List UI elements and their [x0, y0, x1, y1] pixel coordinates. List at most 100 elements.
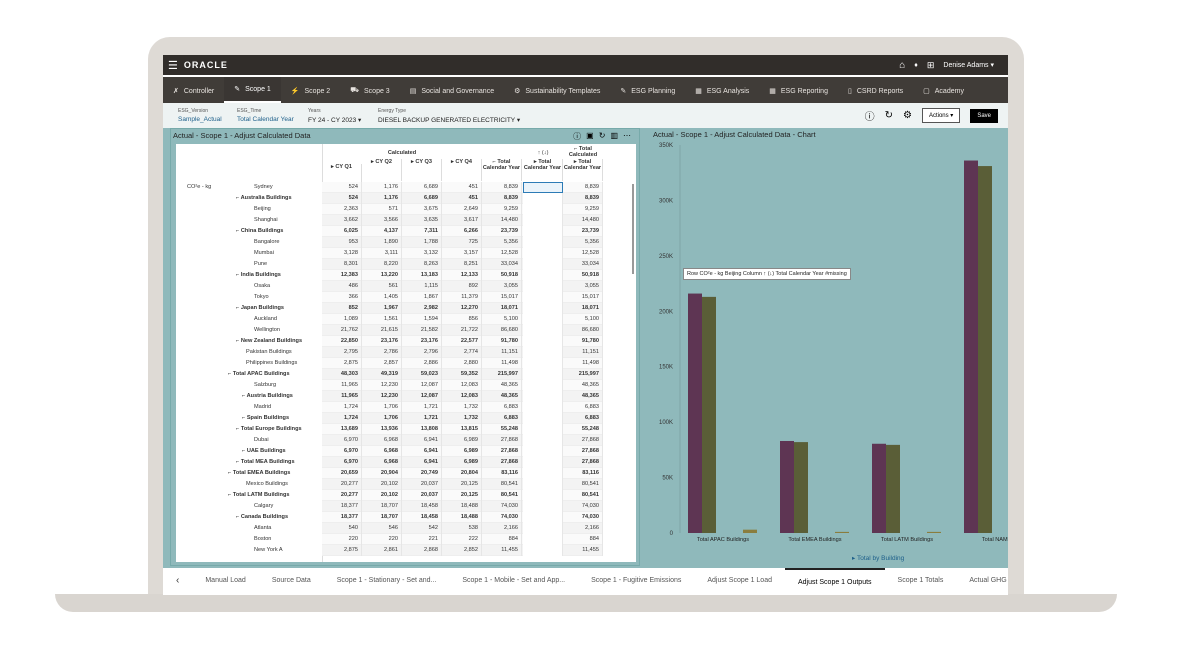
data-cell[interactable]: 6,266 [442, 226, 482, 237]
data-cell[interactable] [523, 336, 563, 347]
data-cell[interactable]: 856 [442, 314, 482, 325]
data-cell[interactable]: 21,762 [322, 325, 362, 336]
data-cell[interactable]: 12,383 [322, 270, 362, 281]
data-cell[interactable] [523, 237, 563, 248]
user-menu[interactable]: Denise Adams ▾ [943, 62, 994, 69]
data-cell[interactable] [523, 501, 563, 512]
data-cell[interactable]: 540 [322, 523, 362, 534]
data-cell[interactable]: 11,965 [322, 391, 362, 402]
row-member[interactable]: ⌐ Austria Buildings [242, 393, 293, 399]
row-member[interactable]: Osaka [254, 283, 271, 289]
data-cell[interactable]: 23,176 [362, 336, 402, 347]
row-member[interactable]: ⌐ Total APAC Buildings [228, 371, 290, 377]
data-cell[interactable]: 1,561 [362, 314, 402, 325]
data-cell[interactable]: 20,125 [442, 479, 482, 490]
data-cell[interactable] [523, 512, 563, 523]
data-cell[interactable]: 12,087 [402, 391, 442, 402]
data-cell[interactable]: 220 [362, 534, 402, 545]
data-cell[interactable]: 524 [322, 182, 362, 193]
data-cell[interactable]: 1,176 [362, 182, 402, 193]
data-cell[interactable]: 1,890 [362, 237, 402, 248]
data-cell[interactable]: 18,707 [362, 501, 402, 512]
data-cell[interactable]: 8,251 [442, 259, 482, 270]
data-cell[interactable] [523, 347, 563, 358]
data-cell[interactable]: 91,780 [482, 336, 522, 347]
home-icon[interactable]: ⌂ [899, 59, 906, 71]
data-cell[interactable]: 2,886 [402, 358, 442, 369]
data-cell[interactable]: 9,259 [563, 204, 603, 215]
data-cell[interactable] [523, 270, 563, 281]
data-cell[interactable]: 1,732 [442, 413, 482, 424]
data-cell[interactable]: 2,796 [402, 347, 442, 358]
pov-esg_version[interactable]: ESG_Version Sample_Actual [178, 108, 222, 123]
nav-tab-controller[interactable]: ✗ Controller [163, 77, 224, 103]
save-icon[interactable]: ▣ [586, 131, 594, 140]
data-cell[interactable]: 2,795 [322, 347, 362, 358]
data-cell[interactable]: 49,319 [362, 369, 402, 380]
data-cell[interactable]: 451 [442, 193, 482, 204]
row-member[interactable]: Shanghai [254, 217, 278, 223]
data-cell[interactable]: 50,918 [482, 270, 522, 281]
data-cell[interactable]: 6,941 [402, 457, 442, 468]
row-member[interactable]: Auckland [254, 316, 278, 322]
data-cell[interactable]: 3,617 [442, 215, 482, 226]
data-cell[interactable]: 14,480 [563, 215, 603, 226]
data-cell[interactable]: 1,721 [402, 413, 442, 424]
data-cell[interactable] [523, 457, 563, 468]
column-header[interactable]: ▸ CY Q2 [362, 159, 402, 181]
data-cell[interactable]: 18,488 [442, 501, 482, 512]
data-cell[interactable]: 4,137 [362, 226, 402, 237]
data-cell[interactable]: 2,868 [402, 545, 442, 556]
data-cell[interactable]: 12,083 [442, 380, 482, 391]
column-header[interactable]: ▸ Total Calendar Year [523, 159, 563, 181]
data-cell[interactable]: 23,739 [482, 226, 522, 237]
data-cell[interactable] [523, 545, 563, 556]
row-member[interactable]: New York A [254, 547, 283, 553]
bar-2-0[interactable] [872, 443, 886, 533]
data-cell[interactable]: 542 [402, 523, 442, 534]
info-icon[interactable]: ⓘ [573, 132, 582, 141]
data-cell[interactable]: 74,030 [482, 512, 522, 523]
data-cell[interactable]: 21,722 [442, 325, 482, 336]
data-cell[interactable]: 220 [322, 534, 362, 545]
data-cell[interactable]: 23,739 [563, 226, 603, 237]
data-cell[interactable]: 1,594 [402, 314, 442, 325]
data-cell[interactable]: 48,365 [563, 391, 603, 402]
data-cell[interactable]: 6,941 [402, 435, 442, 446]
data-cell[interactable] [523, 468, 563, 479]
microphone-icon[interactable]: ♦ [914, 61, 918, 69]
row-member[interactable]: ⌐ Australia Buildings [236, 195, 292, 201]
bar-1-1[interactable] [794, 442, 808, 533]
data-cell[interactable]: 8,301 [322, 259, 362, 270]
data-cell[interactable]: 1,724 [322, 402, 362, 413]
data-cell[interactable]: 11,151 [563, 347, 603, 358]
column-header[interactable]: ▸ CY Q4 [442, 159, 482, 181]
data-cell[interactable]: 222 [442, 534, 482, 545]
data-cell[interactable]: 3,055 [482, 281, 522, 292]
row-member[interactable]: Sydney [254, 184, 273, 190]
bottom-tab[interactable]: Manual Load [205, 577, 246, 584]
data-cell[interactable] [523, 292, 563, 303]
data-cell[interactable]: 6,025 [322, 226, 362, 237]
data-cell[interactable] [523, 314, 563, 325]
data-cell[interactable]: 6,883 [482, 413, 522, 424]
data-cell[interactable]: 27,868 [482, 435, 522, 446]
row-member[interactable]: ⌐ Total MEA Buildings [236, 459, 295, 465]
settings-icon[interactable]: ⚙ [902, 110, 912, 121]
data-cell[interactable]: 15,017 [563, 292, 603, 303]
data-cell[interactable]: 2,363 [322, 204, 362, 215]
data-cell[interactable]: 80,541 [563, 479, 603, 490]
bottom-tab[interactable]: Scope 1 - Mobile - Set and App... [462, 577, 566, 584]
pov-esg_time[interactable]: ESG_Time Total Calendar Year [237, 108, 294, 123]
data-cell[interactable]: 13,183 [402, 270, 442, 281]
data-cell[interactable]: 1,405 [362, 292, 402, 303]
data-cell[interactable]: 13,815 [442, 424, 482, 435]
data-cell[interactable]: 20,904 [362, 468, 402, 479]
bar-3-0[interactable] [964, 160, 978, 533]
data-cell[interactable]: 13,808 [402, 424, 442, 435]
data-cell[interactable]: 1,115 [402, 281, 442, 292]
data-cell[interactable]: 12,528 [563, 248, 603, 259]
data-cell[interactable] [523, 391, 563, 402]
data-cell[interactable]: 27,868 [482, 446, 522, 457]
data-cell[interactable]: 884 [563, 534, 603, 545]
